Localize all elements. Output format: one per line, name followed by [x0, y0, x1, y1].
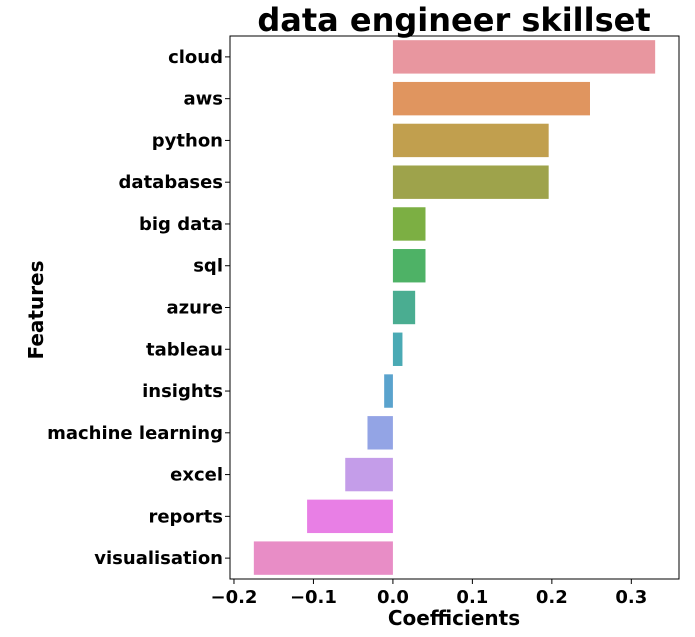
x-ticks: −0.2 −0.1 0.0 0.1 0.2 0.3 [210, 579, 647, 608]
bar-visualisation [253, 541, 393, 575]
y-category-label: reports [148, 506, 223, 527]
y-category-label: machine learning [47, 423, 223, 444]
y-category-label: big data [139, 214, 223, 235]
bar-aws [392, 81, 590, 116]
y-axis-label: Features [24, 260, 48, 359]
bar-python [392, 123, 549, 158]
bar-insights [384, 374, 393, 408]
bar-sql [392, 249, 426, 283]
x-tick-label: −0.2 [210, 587, 257, 608]
y-category-label: databases [119, 172, 223, 193]
bars-group [253, 40, 656, 575]
y-category-label: cloud [168, 47, 223, 68]
bar-big-data [392, 207, 426, 241]
bar-reports [307, 499, 393, 534]
bar-cloud [392, 40, 656, 74]
x-tick-label: 0.3 [615, 587, 647, 608]
x-tick-label: 0.0 [377, 587, 409, 608]
y-category-label: tableau [146, 339, 223, 360]
bar-machine-learning [367, 416, 393, 450]
plot-frame [229, 35, 680, 580]
y-category-label: insights [142, 381, 223, 402]
bar-databases [392, 165, 549, 199]
x-tick-label: 0.2 [536, 587, 568, 608]
y-category-label: visualisation [94, 548, 223, 569]
y-category-label: azure [166, 298, 223, 319]
y-category-label: python [152, 130, 223, 151]
y-category-label: aws [184, 89, 224, 110]
y-category-label: sql [193, 256, 223, 277]
y-category-labels: cloud aws python databases big data sql azure t… [47, 47, 230, 569]
bar-excel [345, 457, 393, 492]
bar-tableau [392, 332, 403, 366]
chart-title: data engineer skillset [257, 1, 650, 39]
y-category-label: excel [170, 465, 223, 486]
bar-azure [392, 290, 416, 325]
x-tick-label: −0.1 [290, 587, 337, 608]
x-axis-label: Coefficients [388, 606, 520, 630]
x-tick-label: 0.1 [456, 587, 488, 608]
